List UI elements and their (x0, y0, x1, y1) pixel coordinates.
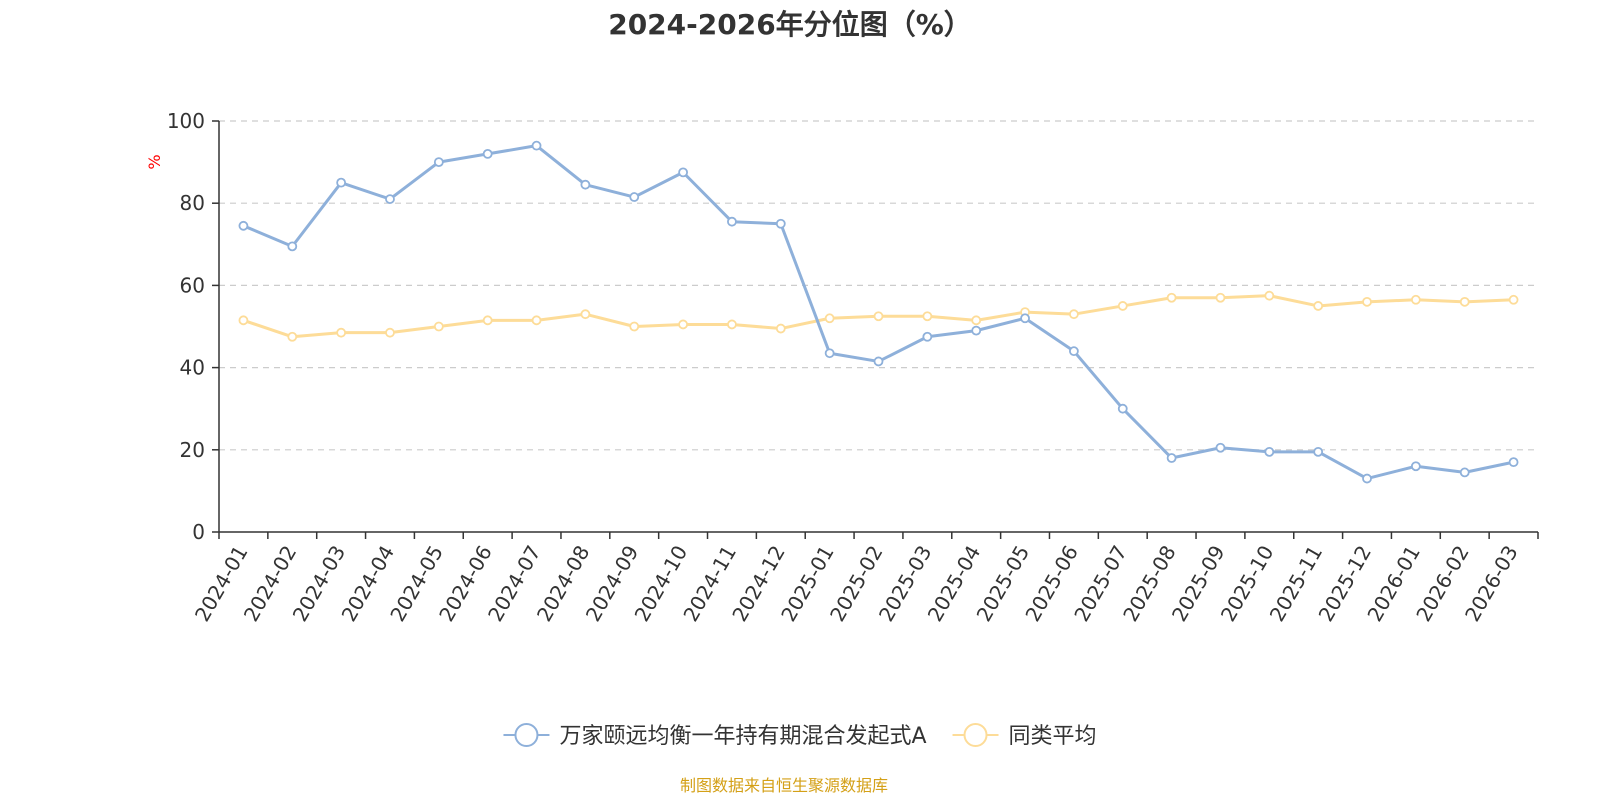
legend-circle-icon (963, 723, 988, 747)
data-point (629, 321, 640, 332)
data-point (1117, 301, 1128, 311)
data-point (727, 216, 737, 227)
data-point (580, 179, 591, 190)
data-point (1069, 309, 1079, 320)
data-point (1020, 313, 1030, 324)
legend-item-0[interactable]: 万家颐远均衡一年持有期混合发起式A (503, 723, 927, 749)
data-point (482, 315, 493, 326)
data-point (1362, 473, 1372, 484)
data-point (238, 220, 249, 231)
data-point (1215, 442, 1226, 453)
data-point (433, 321, 444, 332)
data-point (1264, 446, 1275, 457)
y-tick-label: 80 (180, 191, 205, 215)
data-point (629, 192, 640, 202)
legend-item-1[interactable]: 同类平均 (952, 723, 1097, 749)
data-point (678, 167, 688, 178)
legend[interactable]: 万家颐远均衡一年持有期混合发起式A 同类平均 (503, 723, 1097, 749)
y-tick-label: 60 (180, 273, 205, 297)
data-point (287, 331, 298, 342)
data-point (531, 140, 542, 151)
data-point (1313, 301, 1324, 311)
chart-title: 2024-2026年分位图（%） (608, 8, 972, 41)
y-tick-label: 20 (180, 438, 205, 462)
data-point (1410, 461, 1421, 472)
data-point (1459, 467, 1470, 478)
data-point (824, 313, 835, 324)
data-point (385, 327, 395, 338)
y-tick-label: 100 (167, 109, 205, 133)
data-point (922, 331, 933, 342)
series-layer (238, 140, 1519, 484)
data-point (1459, 296, 1470, 307)
data-point (727, 319, 737, 330)
data-point (775, 218, 786, 229)
data-point (531, 315, 542, 326)
legend-label: 万家颐远均衡一年持有期混合发起式A (559, 724, 926, 749)
data-point (1069, 346, 1079, 357)
legend-label: 同类平均 (1009, 724, 1097, 749)
data-point (1117, 403, 1128, 414)
data-point (238, 315, 249, 326)
data-point (1508, 457, 1519, 468)
legend-circle-icon (514, 723, 539, 747)
data-point (336, 177, 347, 188)
data-point (433, 157, 444, 168)
data-point (1362, 296, 1372, 307)
data-point (775, 323, 786, 334)
data-point (971, 315, 982, 326)
data-point (1508, 294, 1519, 305)
y-tick-label: 0 (192, 520, 205, 544)
data-point (1313, 446, 1324, 457)
data-point (873, 356, 884, 367)
data-point (873, 311, 884, 322)
data-point (385, 194, 395, 204)
data-point (580, 309, 591, 320)
y-axis-unit: % (145, 154, 164, 169)
data-point (971, 325, 982, 336)
data-point (1215, 292, 1226, 303)
grid-lines (219, 120, 1538, 451)
data-point (1264, 290, 1275, 301)
data-point (824, 348, 835, 359)
data-point (1166, 453, 1177, 463)
data-point (1410, 294, 1421, 305)
data-point (1166, 292, 1177, 303)
data-point (678, 319, 688, 330)
data-point (922, 311, 933, 322)
data-point (482, 148, 493, 159)
data-point (287, 241, 298, 252)
y-tick-label: 40 (180, 356, 205, 380)
source-note: 制图数据来自恒生聚源数据库 (680, 776, 888, 795)
data-point (336, 327, 347, 338)
